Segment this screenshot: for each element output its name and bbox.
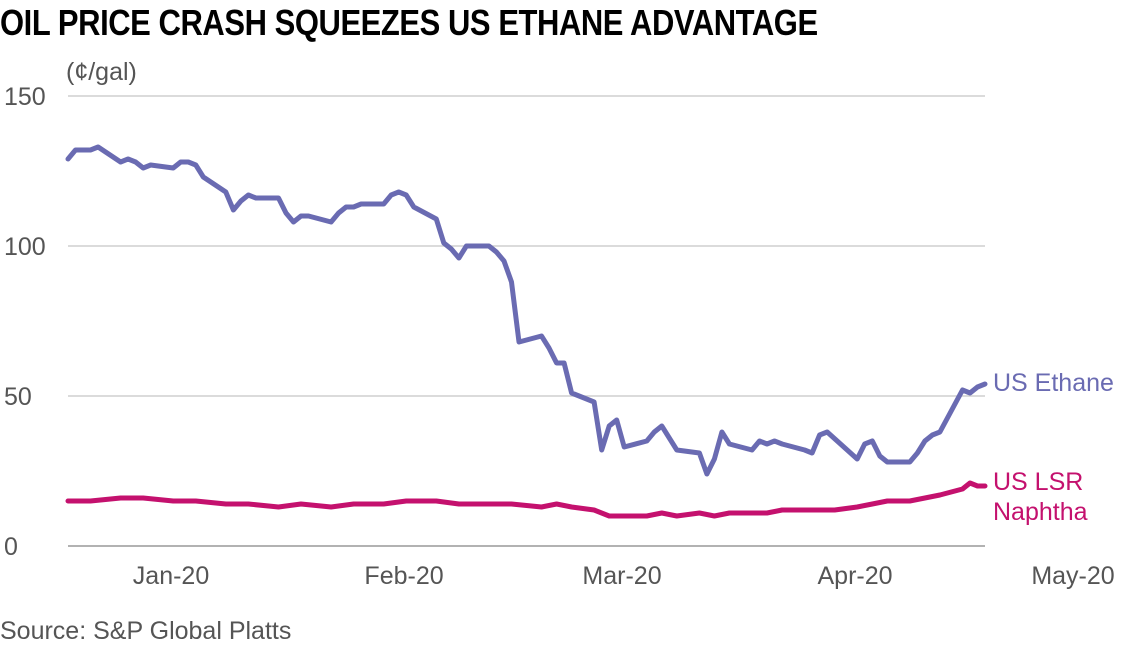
y-tick-label: 150	[4, 83, 46, 111]
source-note: Source: S&P Global Platts	[0, 617, 292, 645]
y-tick-label: 50	[4, 383, 32, 411]
series-line-us-lsr-naphtha	[65, 480, 988, 519]
x-tick-label: Apr-20	[818, 562, 893, 590]
x-tick-label: Feb-20	[364, 562, 443, 590]
x-tick-label: May-20	[1031, 562, 1114, 590]
series-label-us-lsr-naphtha: US LSR Naphtha	[993, 468, 1090, 526]
x-tick-labels: Jan-20 Feb-20 Mar-20 Apr-20 May-20	[133, 562, 1115, 590]
gridlines	[68, 95, 985, 547]
x-tick-label: Mar-20	[582, 562, 661, 590]
y-tick-label: 0	[4, 533, 18, 561]
y-axis-unit-label: (¢/gal)	[66, 58, 137, 86]
series-lines	[65, 144, 988, 519]
y-tick-label: 100	[4, 233, 46, 261]
x-tick-label: Jan-20	[133, 562, 209, 590]
series-label-us-ethane: US Ethane	[993, 369, 1114, 397]
series-labels: US Ethane US LSR Naphtha	[993, 369, 1114, 526]
y-tick-labels: 0 50 100 150	[4, 83, 46, 561]
chart-title: OIL PRICE CRASH SQUEEZES US ETHANE ADVAN…	[0, 2, 818, 43]
series-line-us-ethane	[65, 144, 988, 477]
